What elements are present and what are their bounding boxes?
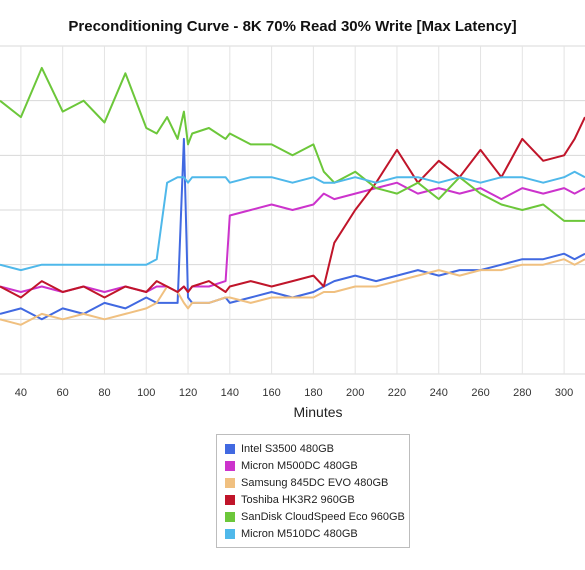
series-line-4 <box>0 66 585 222</box>
legend-swatch <box>225 478 235 488</box>
x-tick-label: 120 <box>179 387 197 399</box>
x-tick-label: 220 <box>388 387 406 399</box>
legend-label: Micron M510DC 480GB <box>241 528 358 540</box>
x-tick-labels: 40 60 80 100 120 140 160 180 200 220 240 260 280 300 <box>15 387 574 399</box>
legend-label: SanDisk CloudSpeed Eco 960GB <box>241 511 405 523</box>
legend-item: Micron M500DC 480GB <box>225 458 358 474</box>
legend-swatch <box>225 461 235 471</box>
legend-label: Samsung 845DC EVO 480GB <box>241 477 389 489</box>
series-line-2 <box>0 258 585 326</box>
x-tick-label: 260 <box>471 387 489 399</box>
legend-label: Intel S3500 480GB <box>241 443 334 455</box>
series-line-5 <box>0 170 585 272</box>
x-tick-label: 200 <box>346 387 364 399</box>
legend-item: SanDisk CloudSpeed Eco 960GB <box>225 509 405 525</box>
x-tick-label: 160 <box>262 387 280 399</box>
chart-title: Preconditioning Curve - 8K 70% Read 30% … <box>68 18 517 35</box>
legend-swatch <box>225 444 235 454</box>
x-tick-label: 140 <box>221 387 239 399</box>
legend-item: Toshiba HK3R2 960GB <box>225 492 355 508</box>
series-line-3 <box>0 116 585 299</box>
legend-swatch <box>225 529 235 539</box>
legend: Intel S3500 480GB Micron M500DC 480GB Sams… <box>216 434 410 548</box>
x-tick-label: 180 <box>304 387 322 399</box>
x-tick-label: 60 <box>57 387 69 399</box>
legend-item: Samsung 845DC EVO 480GB <box>225 475 388 491</box>
legend-item: Intel S3500 480GB <box>225 441 334 457</box>
x-axis-label: Minutes <box>293 404 343 420</box>
x-tick-label: 100 <box>137 387 155 399</box>
legend-label: Micron M500DC 480GB <box>241 460 358 472</box>
x-tick-label: 280 <box>513 387 531 399</box>
legend-swatch <box>225 512 235 522</box>
legend-swatch <box>225 495 235 505</box>
series-line-0 <box>0 137 585 321</box>
legend-label: Toshiba HK3R2 960GB <box>241 494 355 506</box>
x-tick-label: 80 <box>98 387 110 399</box>
x-tick-label: 300 <box>555 387 573 399</box>
legend-item: Micron M510DC 480GB <box>225 526 358 542</box>
series-layer <box>0 66 585 326</box>
series-line-1 <box>0 181 585 293</box>
x-tick-label: 40 <box>15 387 27 399</box>
x-tick-label: 240 <box>430 387 448 399</box>
